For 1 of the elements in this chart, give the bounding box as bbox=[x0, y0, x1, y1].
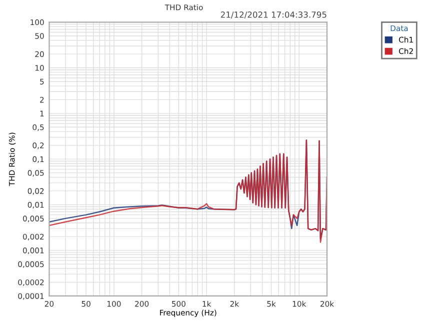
text: 21/12/2021 17:04:33.795 bbox=[220, 11, 326, 18]
